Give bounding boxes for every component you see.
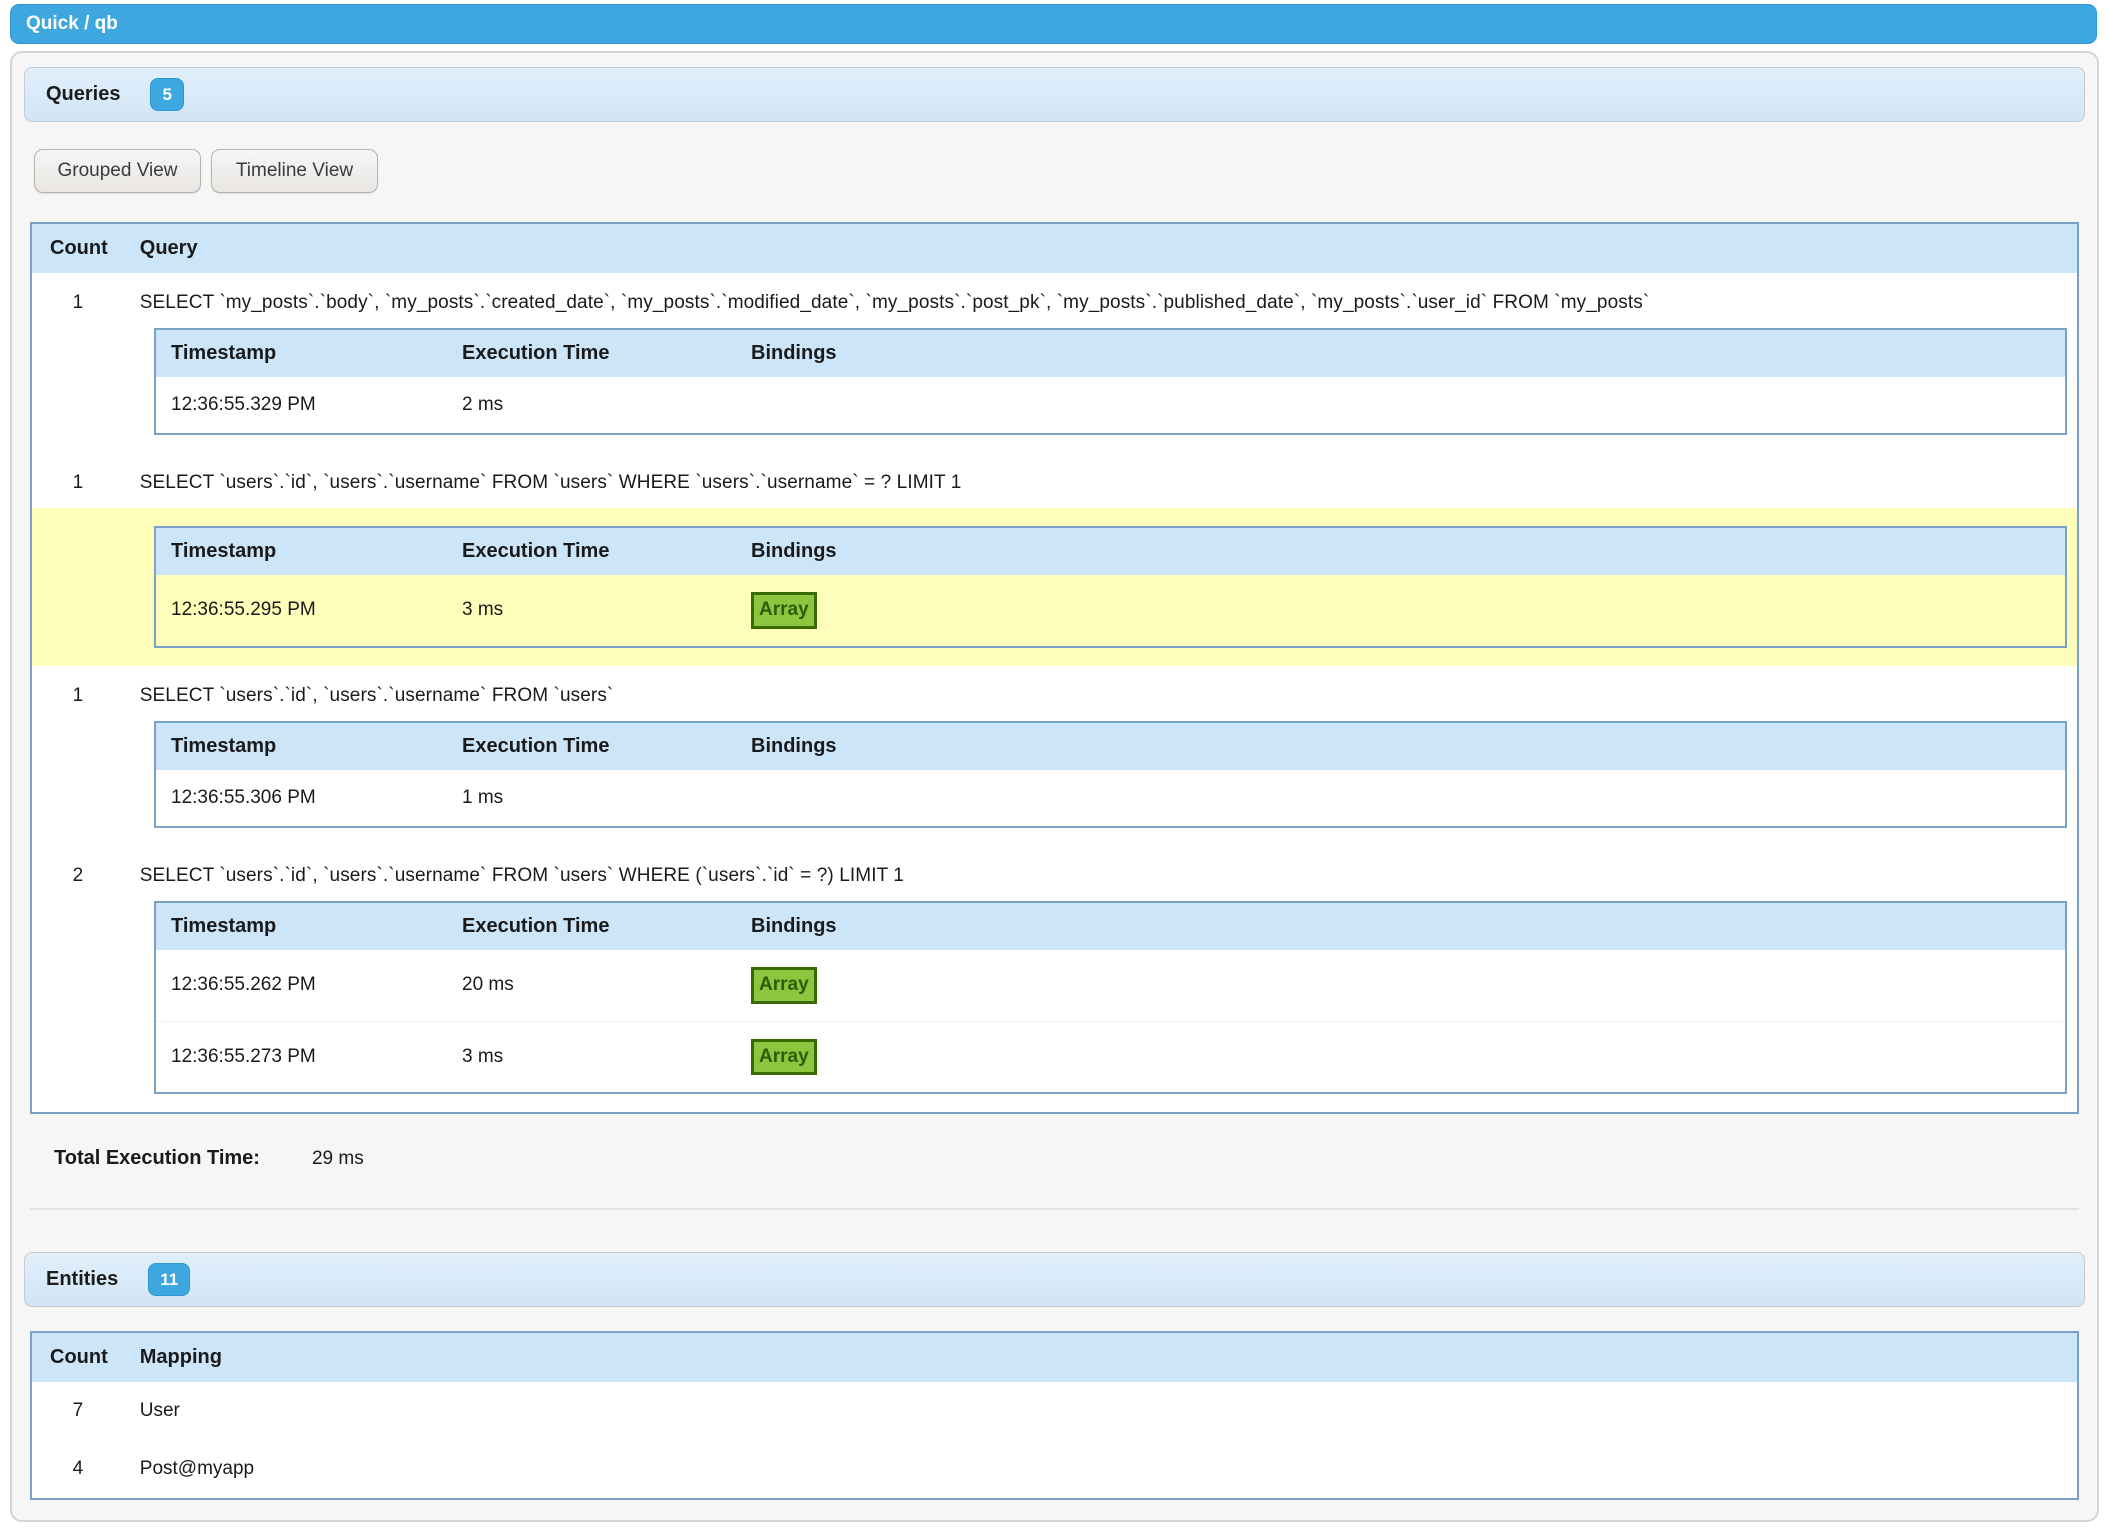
execution-bindings: Array [736, 575, 2066, 647]
debugger-panel: Queries 5 Grouped View Timeline View Cou… [10, 51, 2099, 1523]
queries-table-header: Count Query [31, 223, 2078, 273]
column-header-execution-time: Execution Time [447, 901, 736, 950]
execution-bindings: Array [736, 1020, 2066, 1094]
column-header-timestamp: Timestamp [155, 329, 447, 377]
queries-count-badge: 5 [150, 78, 184, 111]
execution-timestamp: 12:36:55.273 PM [155, 1020, 447, 1094]
query-row: 1 SELECT `users`.`id`, `users`.`username… [31, 453, 2078, 508]
query-sql: SELECT `users`.`id`, `users`.`username` … [139, 864, 904, 886]
entities-section-header[interactable]: Entities 11 [24, 1252, 2085, 1308]
query-detail-row: Timestamp Execution Time Bindings 12:36:… [31, 720, 2078, 846]
execution-row: 12:36:55.273 PM 3 ms Array [155, 1020, 2066, 1094]
timeline-view-button[interactable]: Timeline View [211, 149, 378, 193]
queries-section-header[interactable]: Queries 5 [24, 67, 2085, 122]
query-row: 1 SELECT `my_posts`.`body`, `my_posts`.`… [31, 273, 2078, 328]
column-header-query: Query [123, 223, 2078, 273]
column-header-timestamp: Timestamp [155, 901, 447, 950]
column-header-bindings: Bindings [736, 721, 2066, 770]
query-executions-table: Timestamp Execution Time Bindings 12:36:… [154, 526, 2067, 648]
execution-time: 3 ms [462, 599, 504, 621]
query-executions-table: Timestamp Execution Time Bindings 12:36:… [154, 720, 2067, 828]
bindings-array-button[interactable]: Array [751, 592, 817, 629]
entity-count: 7 [72, 1400, 84, 1422]
query-detail-row: Timestamp Execution Time Bindings 12:36:… [31, 900, 2078, 1114]
section-divider [30, 1208, 2079, 1211]
bindings-array-button[interactable]: Array [751, 1038, 817, 1076]
column-header-count: Count [31, 223, 124, 273]
execution-row: 12:36:55.262 PM 20 ms Array [155, 950, 2066, 1021]
column-header-timestamp: Timestamp [155, 721, 447, 770]
execution-timestamp: 12:36:55.295 PM [171, 599, 316, 621]
query-sql: SELECT `my_posts`.`body`, `my_posts`.`cr… [139, 292, 1650, 313]
execution-row: 12:36:55.306 PM 1 ms [155, 770, 2066, 827]
query-count: 1 [72, 292, 84, 313]
column-header-bindings: Bindings [736, 527, 2066, 575]
execution-timestamp: 12:36:55.262 PM [171, 974, 316, 996]
query-count: 1 [72, 472, 84, 493]
column-header-execution-time: Execution Time [447, 527, 736, 575]
column-header-timestamp: Timestamp [155, 527, 447, 575]
query-row: 2 SELECT `users`.`id`, `users`.`username… [31, 846, 2078, 901]
query-executions-table: Timestamp Execution Time Bindings 12:36:… [154, 328, 2067, 435]
column-header-bindings: Bindings [736, 329, 2066, 377]
entities-table-header: Count Mapping [31, 1332, 2078, 1383]
query-executions-table: Timestamp Execution Time Bindings 12:36:… [154, 900, 2067, 1095]
execution-bindings: Array [736, 950, 2066, 1021]
quick-qb-panel-titlebar[interactable]: Quick / qb [10, 4, 2097, 44]
page-title: Quick / qb [26, 13, 118, 34]
query-sql: SELECT `users`.`id`, `users`.`username` … [139, 684, 614, 706]
execution-timestamp: 12:36:55.306 PM [171, 786, 316, 808]
queries-table: Count Query 1 SELECT `my_posts`.`body`, … [30, 222, 2079, 1115]
column-header-count: Count [31, 1332, 124, 1383]
total-execution-time-label: Total Execution Time: [54, 1147, 260, 1170]
query-count: 2 [72, 864, 84, 886]
total-execution-time-row: Total Execution Time: 29 ms [54, 1147, 2085, 1170]
entity-row: 7 User [31, 1382, 2078, 1440]
grouped-view-button[interactable]: Grouped View [34, 149, 201, 193]
entity-count: 4 [72, 1458, 84, 1480]
total-execution-time-value: 29 ms [311, 1148, 364, 1170]
query-row: 1 SELECT `users`.`id`, `users`.`username… [31, 666, 2078, 721]
execution-bindings [736, 377, 2066, 434]
execution-row: 12:36:55.295 PM 3 ms Array [155, 575, 2066, 647]
entities-section-title: Entities [46, 1268, 119, 1291]
entity-mapping: User [139, 1400, 180, 1422]
entities-count-badge: 11 [148, 1263, 191, 1297]
query-sql: SELECT `users`.`id`, `users`.`username` … [139, 472, 962, 493]
column-header-bindings: Bindings [736, 901, 2066, 950]
view-buttons-row: Grouped View Timeline View [34, 149, 2085, 193]
execution-time: 1 ms [462, 786, 504, 808]
column-header-execution-time: Execution Time [447, 721, 736, 770]
column-header-mapping: Mapping [123, 1332, 2078, 1383]
execution-row: 12:36:55.329 PM 2 ms [155, 377, 2066, 434]
queries-section-title: Queries [46, 83, 121, 105]
entities-table: Count Mapping 7 User 4 Post@myapp [30, 1331, 2079, 1501]
execution-time: 20 ms [462, 974, 514, 996]
entity-row: 4 Post@myapp [31, 1440, 2078, 1499]
entity-mapping: Post@myapp [139, 1458, 255, 1480]
query-detail-row: Timestamp Execution Time Bindings 12:36:… [31, 328, 2078, 453]
execution-time: 3 ms [447, 1020, 736, 1094]
execution-bindings [736, 770, 2066, 827]
execution-timestamp: 12:36:55.329 PM [171, 394, 316, 415]
column-header-execution-time: Execution Time [447, 329, 736, 377]
execution-time: 2 ms [462, 394, 504, 415]
query-detail-row-highlighted: Timestamp Execution Time Bindings 12:36:… [31, 508, 2078, 666]
bindings-array-button[interactable]: Array [751, 966, 817, 1004]
query-count: 1 [72, 684, 84, 706]
